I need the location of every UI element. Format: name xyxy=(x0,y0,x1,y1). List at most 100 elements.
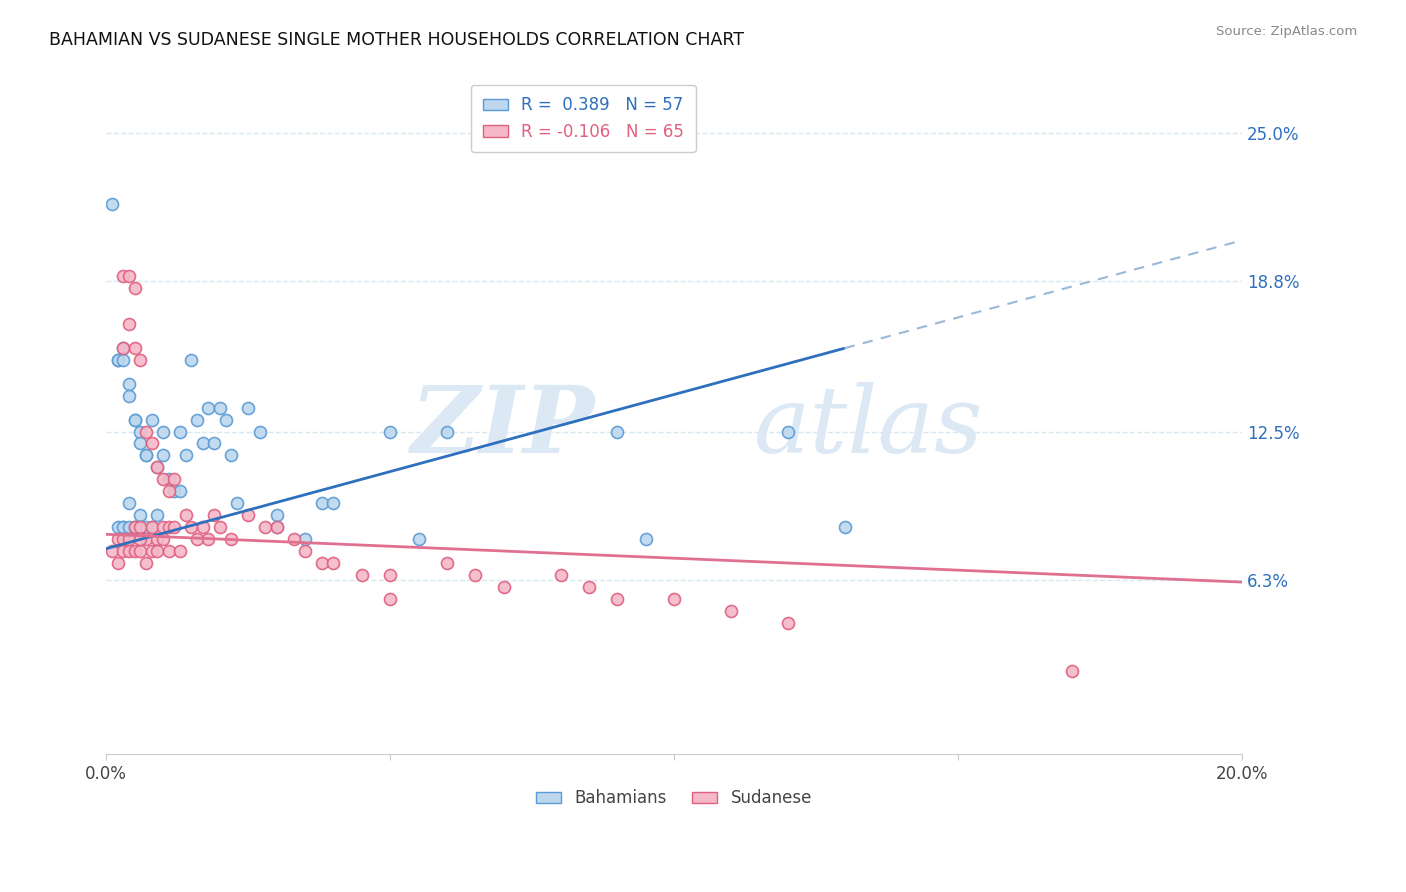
Point xyxy=(129,508,152,523)
Point xyxy=(197,401,219,415)
Point xyxy=(408,532,430,546)
Point xyxy=(124,412,146,426)
Point xyxy=(141,436,163,450)
Point xyxy=(112,544,135,558)
Point xyxy=(141,544,163,558)
Point xyxy=(180,352,202,367)
Point xyxy=(146,460,169,475)
Point xyxy=(174,449,197,463)
Point xyxy=(202,436,225,450)
Point xyxy=(208,401,231,415)
Point xyxy=(152,472,174,486)
Point xyxy=(169,484,191,499)
Point xyxy=(124,520,146,534)
Point xyxy=(112,532,135,546)
Point xyxy=(550,568,572,582)
Point xyxy=(129,532,152,546)
Point xyxy=(124,520,146,534)
Point xyxy=(186,532,208,546)
Point xyxy=(146,508,169,523)
Point xyxy=(380,591,402,606)
Point xyxy=(107,556,129,570)
Point xyxy=(112,352,135,367)
Point xyxy=(283,532,305,546)
Y-axis label: Single Mother Households: Single Mother Households xyxy=(0,305,8,522)
Point xyxy=(129,520,152,534)
Point xyxy=(129,352,152,367)
Point xyxy=(129,425,152,439)
Point xyxy=(124,412,146,426)
Point xyxy=(152,520,174,534)
Point xyxy=(266,508,288,523)
Point xyxy=(152,449,174,463)
Point xyxy=(606,425,628,439)
Point xyxy=(118,317,141,331)
Point xyxy=(135,449,157,463)
Point xyxy=(664,591,686,606)
Point xyxy=(129,520,152,534)
Point xyxy=(464,568,486,582)
Text: Source: ZipAtlas.com: Source: ZipAtlas.com xyxy=(1216,25,1357,38)
Text: atlas: atlas xyxy=(754,382,983,472)
Point xyxy=(350,568,373,582)
Point xyxy=(107,352,129,367)
Point xyxy=(834,520,856,534)
Point xyxy=(129,436,152,450)
Point xyxy=(152,532,174,546)
Point xyxy=(311,556,333,570)
Point xyxy=(776,425,799,439)
Point xyxy=(157,472,180,486)
Text: ZIP: ZIP xyxy=(411,382,595,472)
Point xyxy=(254,520,277,534)
Point xyxy=(135,449,157,463)
Point xyxy=(118,532,141,546)
Point xyxy=(146,532,169,546)
Point xyxy=(146,544,169,558)
Point xyxy=(135,532,157,546)
Point xyxy=(202,508,225,523)
Point xyxy=(578,580,600,594)
Point xyxy=(197,532,219,546)
Point xyxy=(436,556,458,570)
Point xyxy=(124,520,146,534)
Point xyxy=(152,425,174,439)
Point xyxy=(294,532,316,546)
Point xyxy=(107,520,129,534)
Point xyxy=(157,520,180,534)
Point xyxy=(249,425,271,439)
Point xyxy=(101,544,124,558)
Point xyxy=(107,532,129,546)
Point xyxy=(112,341,135,355)
Point xyxy=(1060,664,1083,678)
Point xyxy=(492,580,515,594)
Point xyxy=(208,520,231,534)
Point xyxy=(146,460,169,475)
Point xyxy=(112,341,135,355)
Point xyxy=(118,269,141,284)
Point xyxy=(141,520,163,534)
Point xyxy=(380,568,402,582)
Point xyxy=(163,520,186,534)
Point xyxy=(118,496,141,510)
Point xyxy=(776,615,799,630)
Legend: Bahamians, Sudanese: Bahamians, Sudanese xyxy=(530,782,818,814)
Point xyxy=(238,508,260,523)
Point xyxy=(238,401,260,415)
Point xyxy=(634,532,657,546)
Point xyxy=(112,269,135,284)
Point xyxy=(107,352,129,367)
Point xyxy=(141,520,163,534)
Point xyxy=(129,544,152,558)
Point xyxy=(169,425,191,439)
Point xyxy=(124,341,146,355)
Point xyxy=(266,520,288,534)
Point xyxy=(157,544,180,558)
Point xyxy=(219,449,242,463)
Point xyxy=(157,484,180,499)
Point xyxy=(322,556,344,570)
Point xyxy=(135,425,157,439)
Point xyxy=(606,591,628,606)
Point xyxy=(191,436,214,450)
Point xyxy=(219,532,242,546)
Point xyxy=(225,496,247,510)
